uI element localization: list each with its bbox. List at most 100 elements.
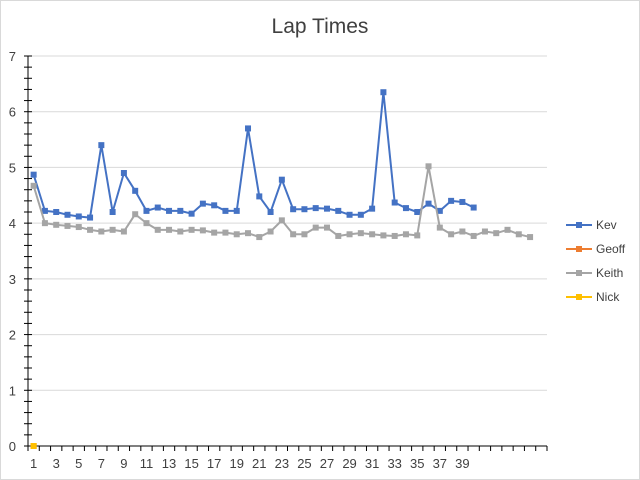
legend-item-kev: Kev [566,218,617,232]
data-point [346,211,353,218]
data-point [143,207,150,214]
data-point [166,207,173,214]
data-point [357,230,364,237]
x-tick-label: 37 [433,456,447,471]
data-point [402,205,409,212]
data-point [41,220,48,227]
data-point [414,232,421,239]
series-group [30,89,534,449]
legend-marker [576,246,582,252]
data-point [53,221,60,228]
x-tick-label: 21 [252,456,266,471]
data-point [154,226,161,233]
data-point [109,226,116,233]
data-point [323,205,330,212]
data-point [380,89,387,96]
data-point [120,170,127,176]
x-tick-label: 3 [53,456,60,471]
data-point [30,182,37,189]
data-point [245,230,252,237]
legend-marker [576,270,582,276]
series-kev [30,89,477,221]
y-axis: 0 1 2 3 4 5 6 7 [9,49,32,454]
data-point [312,224,319,231]
legend: Kev Geoff Keith Nick [566,218,626,304]
data-point [53,209,60,215]
y-tick-label: 2 [9,328,16,343]
data-point [301,206,308,213]
data-point [154,204,161,211]
data-point [188,210,195,217]
data-point [267,228,274,235]
x-tick-label: 33 [387,456,401,471]
legend-item-nick: Nick [566,290,620,304]
series-keith [30,163,534,241]
data-point [64,222,71,229]
data-point [222,207,229,214]
legend-label: Kev [596,218,617,232]
data-point [98,228,105,235]
data-point [391,232,398,239]
data-point [278,176,285,183]
data-point [369,205,376,212]
data-point [87,226,94,233]
legend-marker [576,294,582,300]
series-line-kev [32,91,475,219]
x-tick-label: 9 [120,456,127,471]
data-point [87,214,94,221]
legend-label: Nick [596,290,620,304]
x-tick-label: 5 [75,456,82,471]
data-point [199,227,206,234]
data-point [245,125,252,132]
data-point [335,232,342,239]
data-point [222,229,229,236]
data-point [504,226,511,233]
data-point [233,207,240,214]
data-point [143,220,150,227]
data-point [402,231,409,238]
legend-item-geoff: Geoff [566,242,626,256]
data-point [527,234,534,241]
data-point [41,207,48,214]
data-point [436,224,443,231]
data-point [290,231,297,238]
data-point [278,217,285,224]
data-point [75,213,82,220]
x-axis: 1 3 5 7 9 11 13 15 17 19 21 23 25 27 29 31 33 35 37 39 [27,445,548,471]
y-tick-label: 1 [9,383,16,398]
data-point [323,224,330,231]
data-point [120,228,127,235]
data-point [256,193,263,200]
x-tick-label: 35 [410,456,424,471]
x-tick-label: 25 [297,456,311,471]
data-point [346,231,353,238]
data-point [290,206,297,213]
x-tick-label: 13 [162,456,176,471]
data-point [448,231,455,238]
y-tick-label: 7 [9,49,16,64]
x-tick-label: 11 [140,456,154,471]
data-point [30,443,37,449]
data-point [470,204,477,211]
data-point [380,232,387,239]
x-tick-label: 29 [342,456,356,471]
y-tick-label: 4 [9,216,16,231]
data-point [199,200,206,207]
x-tick-label: 17 [207,456,221,471]
data-point [132,187,139,194]
data-point [132,211,139,218]
x-tick-label: 39 [455,456,469,471]
y-tick-label: 5 [9,160,16,175]
data-point [177,207,184,214]
data-point [109,209,116,215]
data-point [256,234,263,241]
data-point [369,231,376,238]
legend-label: Keith [596,266,623,280]
data-point [335,207,342,214]
data-point [357,211,364,218]
data-point [233,231,240,238]
data-point [414,209,421,215]
data-point [436,207,443,214]
legend-label: Geoff [596,242,626,256]
data-point [515,231,522,238]
